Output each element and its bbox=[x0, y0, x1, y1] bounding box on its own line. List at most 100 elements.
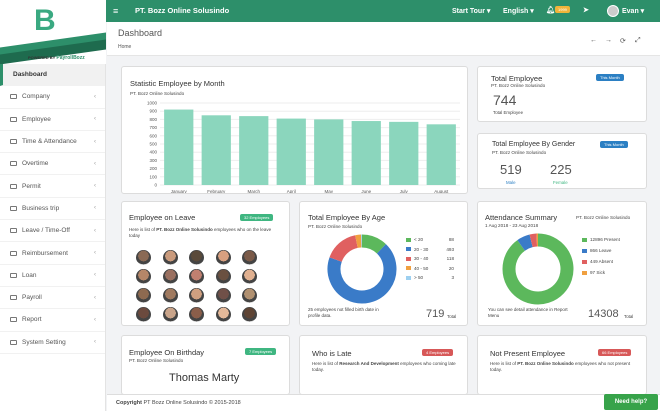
user-avatar[interactable] bbox=[607, 5, 619, 17]
folder-icon bbox=[10, 139, 17, 145]
folder-icon bbox=[10, 272, 17, 278]
sidebar-item-overtime[interactable]: Overtime ‹ bbox=[0, 153, 105, 176]
sidebar-item-reimbursement[interactable]: Reimbursement ‹ bbox=[0, 242, 105, 265]
sidebar-item-label: Dashboard bbox=[13, 71, 47, 79]
refresh-icon[interactable]: ⟳ bbox=[620, 38, 626, 45]
sidebar-item-label: System Setting bbox=[22, 338, 66, 346]
female-count: 225 bbox=[550, 162, 572, 177]
card-title: Who is Late bbox=[312, 349, 352, 358]
employee-avatar[interactable] bbox=[189, 288, 204, 303]
attendance-note[interactable]: You can see detail attendance in Report … bbox=[488, 307, 568, 318]
sidebar-item-loan[interactable]: Loan ‹ bbox=[0, 265, 105, 287]
age-total-label: Total bbox=[447, 314, 457, 319]
age-legend-item: 20 - 30 493 bbox=[406, 247, 454, 252]
need-help-button[interactable]: Need help? bbox=[604, 394, 658, 410]
employee-avatar[interactable] bbox=[215, 250, 231, 265]
bell-icon[interactable]: 🔔︎ bbox=[546, 7, 555, 14]
legend-value: 20 bbox=[448, 265, 454, 271]
sidebar-item-payroll[interactable]: Payroll ‹ bbox=[0, 287, 105, 310]
age-legend-item: 40 - 50 20 bbox=[406, 266, 454, 271]
total-employee-caption: Total Employee bbox=[493, 110, 524, 115]
employee-avatar[interactable] bbox=[136, 288, 151, 303]
bar-april[interactable] bbox=[276, 118, 306, 185]
employee-avatar[interactable] bbox=[242, 269, 257, 284]
forward-arrow-icon[interactable]: → bbox=[605, 37, 612, 44]
hamburger-icon[interactable]: ≡ bbox=[113, 6, 119, 16]
back-arrow-icon[interactable]: ← bbox=[590, 37, 597, 44]
sidebar-item-report[interactable]: Report ‹ bbox=[0, 309, 105, 332]
legend-value: 118 bbox=[446, 256, 454, 261]
start-tour-button[interactable]: Start Tour ▾ bbox=[452, 8, 491, 15]
card-title: Statistic Employee by Month bbox=[130, 79, 225, 88]
bar-january[interactable] bbox=[164, 109, 194, 185]
sidebar-item-label: Permit bbox=[22, 182, 41, 190]
bar-march[interactable] bbox=[239, 116, 269, 185]
employee-avatar[interactable] bbox=[189, 307, 204, 322]
employee-avatar[interactable] bbox=[162, 269, 178, 284]
chevron-left-icon: ‹ bbox=[94, 160, 96, 167]
age-slice-0[interactable] bbox=[361, 234, 386, 254]
bar-february[interactable] bbox=[201, 115, 231, 185]
not-present-card: Not Present Employee 66 Employees Here i… bbox=[477, 335, 647, 395]
fullscreen-icon[interactable]: ⤢ bbox=[635, 37, 641, 44]
employee-avatar[interactable] bbox=[162, 288, 178, 303]
bar-may[interactable] bbox=[314, 119, 344, 185]
breadcrumb[interactable]: Home bbox=[118, 44, 132, 50]
user-menu[interactable]: Evan ▾ bbox=[622, 8, 645, 15]
employee-avatar[interactable] bbox=[189, 250, 204, 265]
attendance-slice-2[interactable] bbox=[529, 233, 538, 248]
sidebar-item-company[interactable]: Company ‹ bbox=[0, 86, 105, 109]
employee-avatar[interactable] bbox=[215, 307, 231, 322]
legend-swatch bbox=[406, 247, 411, 251]
birthday-name: Thomas Marty bbox=[169, 372, 240, 384]
sidebar-item-permit[interactable]: Permit ‹ bbox=[0, 175, 105, 198]
legend-value: 3 bbox=[451, 275, 454, 280]
employee-avatar[interactable] bbox=[215, 288, 231, 303]
folder-icon bbox=[10, 339, 17, 345]
legend-swatch bbox=[582, 238, 587, 242]
attendance-summary-card: Attendance Summary PT. Bozz Online Solus… bbox=[477, 201, 647, 326]
folder-icon bbox=[10, 183, 17, 189]
employee-avatar[interactable] bbox=[215, 269, 231, 284]
sidebar-item-dashboard[interactable]: Dashboard bbox=[0, 64, 105, 87]
chevron-left-icon: ‹ bbox=[94, 205, 96, 212]
top-bar: ≡ PT. Bozz Online Solusindo Start Tour ▾… bbox=[0, 0, 660, 22]
sidebar-item-business-trip[interactable]: Business trip ‹ bbox=[0, 198, 105, 221]
employee-bar-chart: 0 100 200 300 400 500 600 700 800 900 1000 January F… bbox=[147, 101, 460, 193]
y-tick-label: 1000 bbox=[147, 101, 158, 106]
sidebar-item-system-setting[interactable]: System Setting ‹ bbox=[0, 332, 105, 354]
logo-caption: POWERED BY PayrollBozz bbox=[28, 55, 85, 61]
employee-avatar[interactable] bbox=[189, 269, 204, 284]
bar-june[interactable] bbox=[351, 121, 381, 185]
attendance-slice-1[interactable] bbox=[517, 234, 533, 251]
bar-july[interactable] bbox=[389, 121, 419, 185]
chevron-left-icon: ‹ bbox=[94, 272, 96, 279]
employee-avatar[interactable] bbox=[162, 307, 178, 322]
legend-swatch bbox=[406, 266, 411, 270]
sidebar-item-time-attendance[interactable]: Time & Attendance ‹ bbox=[0, 131, 105, 154]
age-legend-item: 30 - 40 118 bbox=[406, 256, 454, 261]
send-icon[interactable]: ➤ bbox=[583, 7, 589, 14]
employee-avatar[interactable] bbox=[136, 250, 151, 265]
attendance-slice-0[interactable] bbox=[502, 233, 574, 305]
app-title: PT. Bozz Online Solusindo bbox=[135, 6, 230, 15]
language-select[interactable]: English ▾ bbox=[503, 8, 534, 15]
age-slice-1[interactable] bbox=[327, 244, 397, 304]
employee-avatar[interactable] bbox=[242, 307, 257, 322]
employee-avatar[interactable] bbox=[136, 269, 151, 284]
bar-august[interactable] bbox=[426, 124, 456, 185]
age-slice-3[interactable] bbox=[355, 234, 362, 248]
age-donut-chart bbox=[327, 234, 397, 304]
legend-label: > 50 bbox=[414, 275, 424, 280]
y-tick-label: 400 bbox=[149, 150, 157, 155]
card-description: Here is list of PT. Bozz Online Solusind… bbox=[490, 361, 631, 372]
notification-badge: 1999 bbox=[555, 6, 570, 13]
employee-avatar[interactable] bbox=[136, 307, 151, 322]
total-employee-card: Total Employee PT. Bozz Online Solusindo… bbox=[477, 66, 647, 122]
sidebar-item-leave-time-off[interactable]: Leave / Time-Off ‹ bbox=[0, 220, 105, 243]
employee-avatar[interactable] bbox=[242, 250, 257, 265]
age-slice-2[interactable] bbox=[329, 235, 359, 263]
sidebar-item-employee[interactable]: Employee ‹ bbox=[0, 109, 105, 131]
employee-avatar[interactable] bbox=[242, 288, 257, 303]
employee-avatar[interactable] bbox=[162, 250, 178, 265]
